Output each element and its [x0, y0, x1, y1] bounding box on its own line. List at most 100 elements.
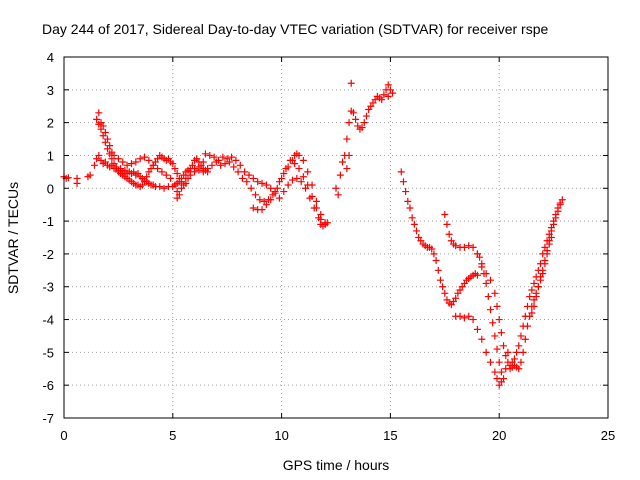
data-point — [473, 250, 481, 258]
data-point — [532, 293, 540, 301]
data-point — [497, 329, 505, 337]
data-point — [295, 165, 303, 173]
y-tick-label: 2 — [47, 116, 54, 131]
data-point — [119, 158, 127, 166]
data-point — [199, 158, 207, 166]
y-tick-label: -5 — [42, 345, 54, 360]
data-point — [469, 243, 477, 251]
data-point — [358, 124, 366, 132]
data-point — [408, 214, 416, 222]
y-tick-label: -3 — [42, 280, 54, 295]
y-tick-label: -4 — [42, 313, 54, 328]
data-point — [558, 196, 566, 204]
y-tick-label: -2 — [42, 247, 54, 262]
data-point — [275, 194, 283, 202]
data-point — [439, 283, 447, 291]
data-point — [537, 276, 545, 284]
data-point — [210, 153, 218, 161]
data-point — [258, 179, 266, 187]
grid-lines — [63, 56, 609, 419]
data-point — [339, 158, 347, 166]
data-point — [345, 119, 353, 127]
data-point — [234, 168, 242, 176]
data-point — [456, 312, 464, 320]
data-point — [64, 174, 72, 182]
data-point — [343, 135, 351, 143]
data-point — [230, 163, 238, 171]
chart-title: Day 244 of 2017, Sidereal Day-to-day VTE… — [42, 21, 548, 37]
y-tick-label: 1 — [47, 148, 54, 163]
data-point — [478, 263, 486, 271]
data-point — [500, 342, 508, 350]
data-point — [143, 173, 151, 181]
x-tick-label: 25 — [601, 428, 615, 443]
data-points — [60, 79, 566, 389]
data-point — [110, 151, 118, 159]
data-point — [206, 151, 214, 159]
data-point — [95, 151, 103, 159]
y-tick-label: 3 — [47, 83, 54, 98]
data-point — [195, 163, 203, 171]
data-point — [434, 266, 442, 274]
data-point — [406, 204, 414, 212]
data-point — [343, 165, 351, 173]
data-point — [441, 289, 449, 297]
data-point — [513, 348, 521, 356]
data-point — [241, 168, 249, 176]
data-point — [323, 219, 331, 227]
data-point — [232, 156, 240, 164]
data-point — [360, 119, 368, 127]
data-point — [552, 214, 560, 222]
y-tick-label: 4 — [47, 50, 54, 65]
data-point — [191, 168, 199, 176]
data-point — [515, 365, 523, 373]
x-axis-label: GPS time / hours — [283, 457, 390, 473]
data-point — [528, 309, 536, 317]
data-point — [491, 289, 499, 297]
data-point — [175, 191, 183, 199]
data-point — [397, 168, 405, 176]
data-point — [384, 92, 392, 100]
data-point — [245, 171, 253, 179]
data-point — [297, 178, 305, 186]
data-point — [186, 171, 194, 179]
data-point — [258, 206, 266, 214]
data-point — [280, 188, 288, 196]
data-point — [543, 250, 551, 258]
data-point — [410, 220, 418, 228]
data-point — [104, 135, 112, 143]
data-point — [345, 151, 353, 159]
data-point — [493, 302, 501, 310]
data-point — [293, 174, 301, 182]
data-point — [491, 332, 499, 340]
data-point — [515, 342, 523, 350]
data-point — [167, 174, 175, 182]
data-point — [141, 153, 149, 161]
data-point — [304, 181, 312, 189]
data-point — [299, 156, 307, 164]
data-point — [225, 158, 233, 166]
data-point — [312, 204, 320, 212]
data-point — [460, 243, 468, 251]
data-point — [547, 227, 555, 235]
data-point — [445, 230, 453, 238]
data-point — [349, 109, 357, 117]
y-tick-label: -6 — [42, 378, 54, 393]
data-point — [136, 155, 144, 163]
data-point — [228, 153, 236, 161]
data-point — [141, 178, 149, 186]
data-point — [267, 184, 275, 192]
data-point — [526, 293, 534, 301]
data-point — [539, 270, 547, 278]
data-point — [486, 276, 494, 284]
data-point — [93, 115, 101, 123]
data-point — [497, 378, 505, 386]
data-point — [428, 245, 436, 253]
data-point — [308, 192, 316, 200]
data-point — [160, 184, 168, 192]
data-point — [243, 178, 251, 186]
data-point — [304, 168, 312, 176]
data-point — [336, 171, 344, 179]
